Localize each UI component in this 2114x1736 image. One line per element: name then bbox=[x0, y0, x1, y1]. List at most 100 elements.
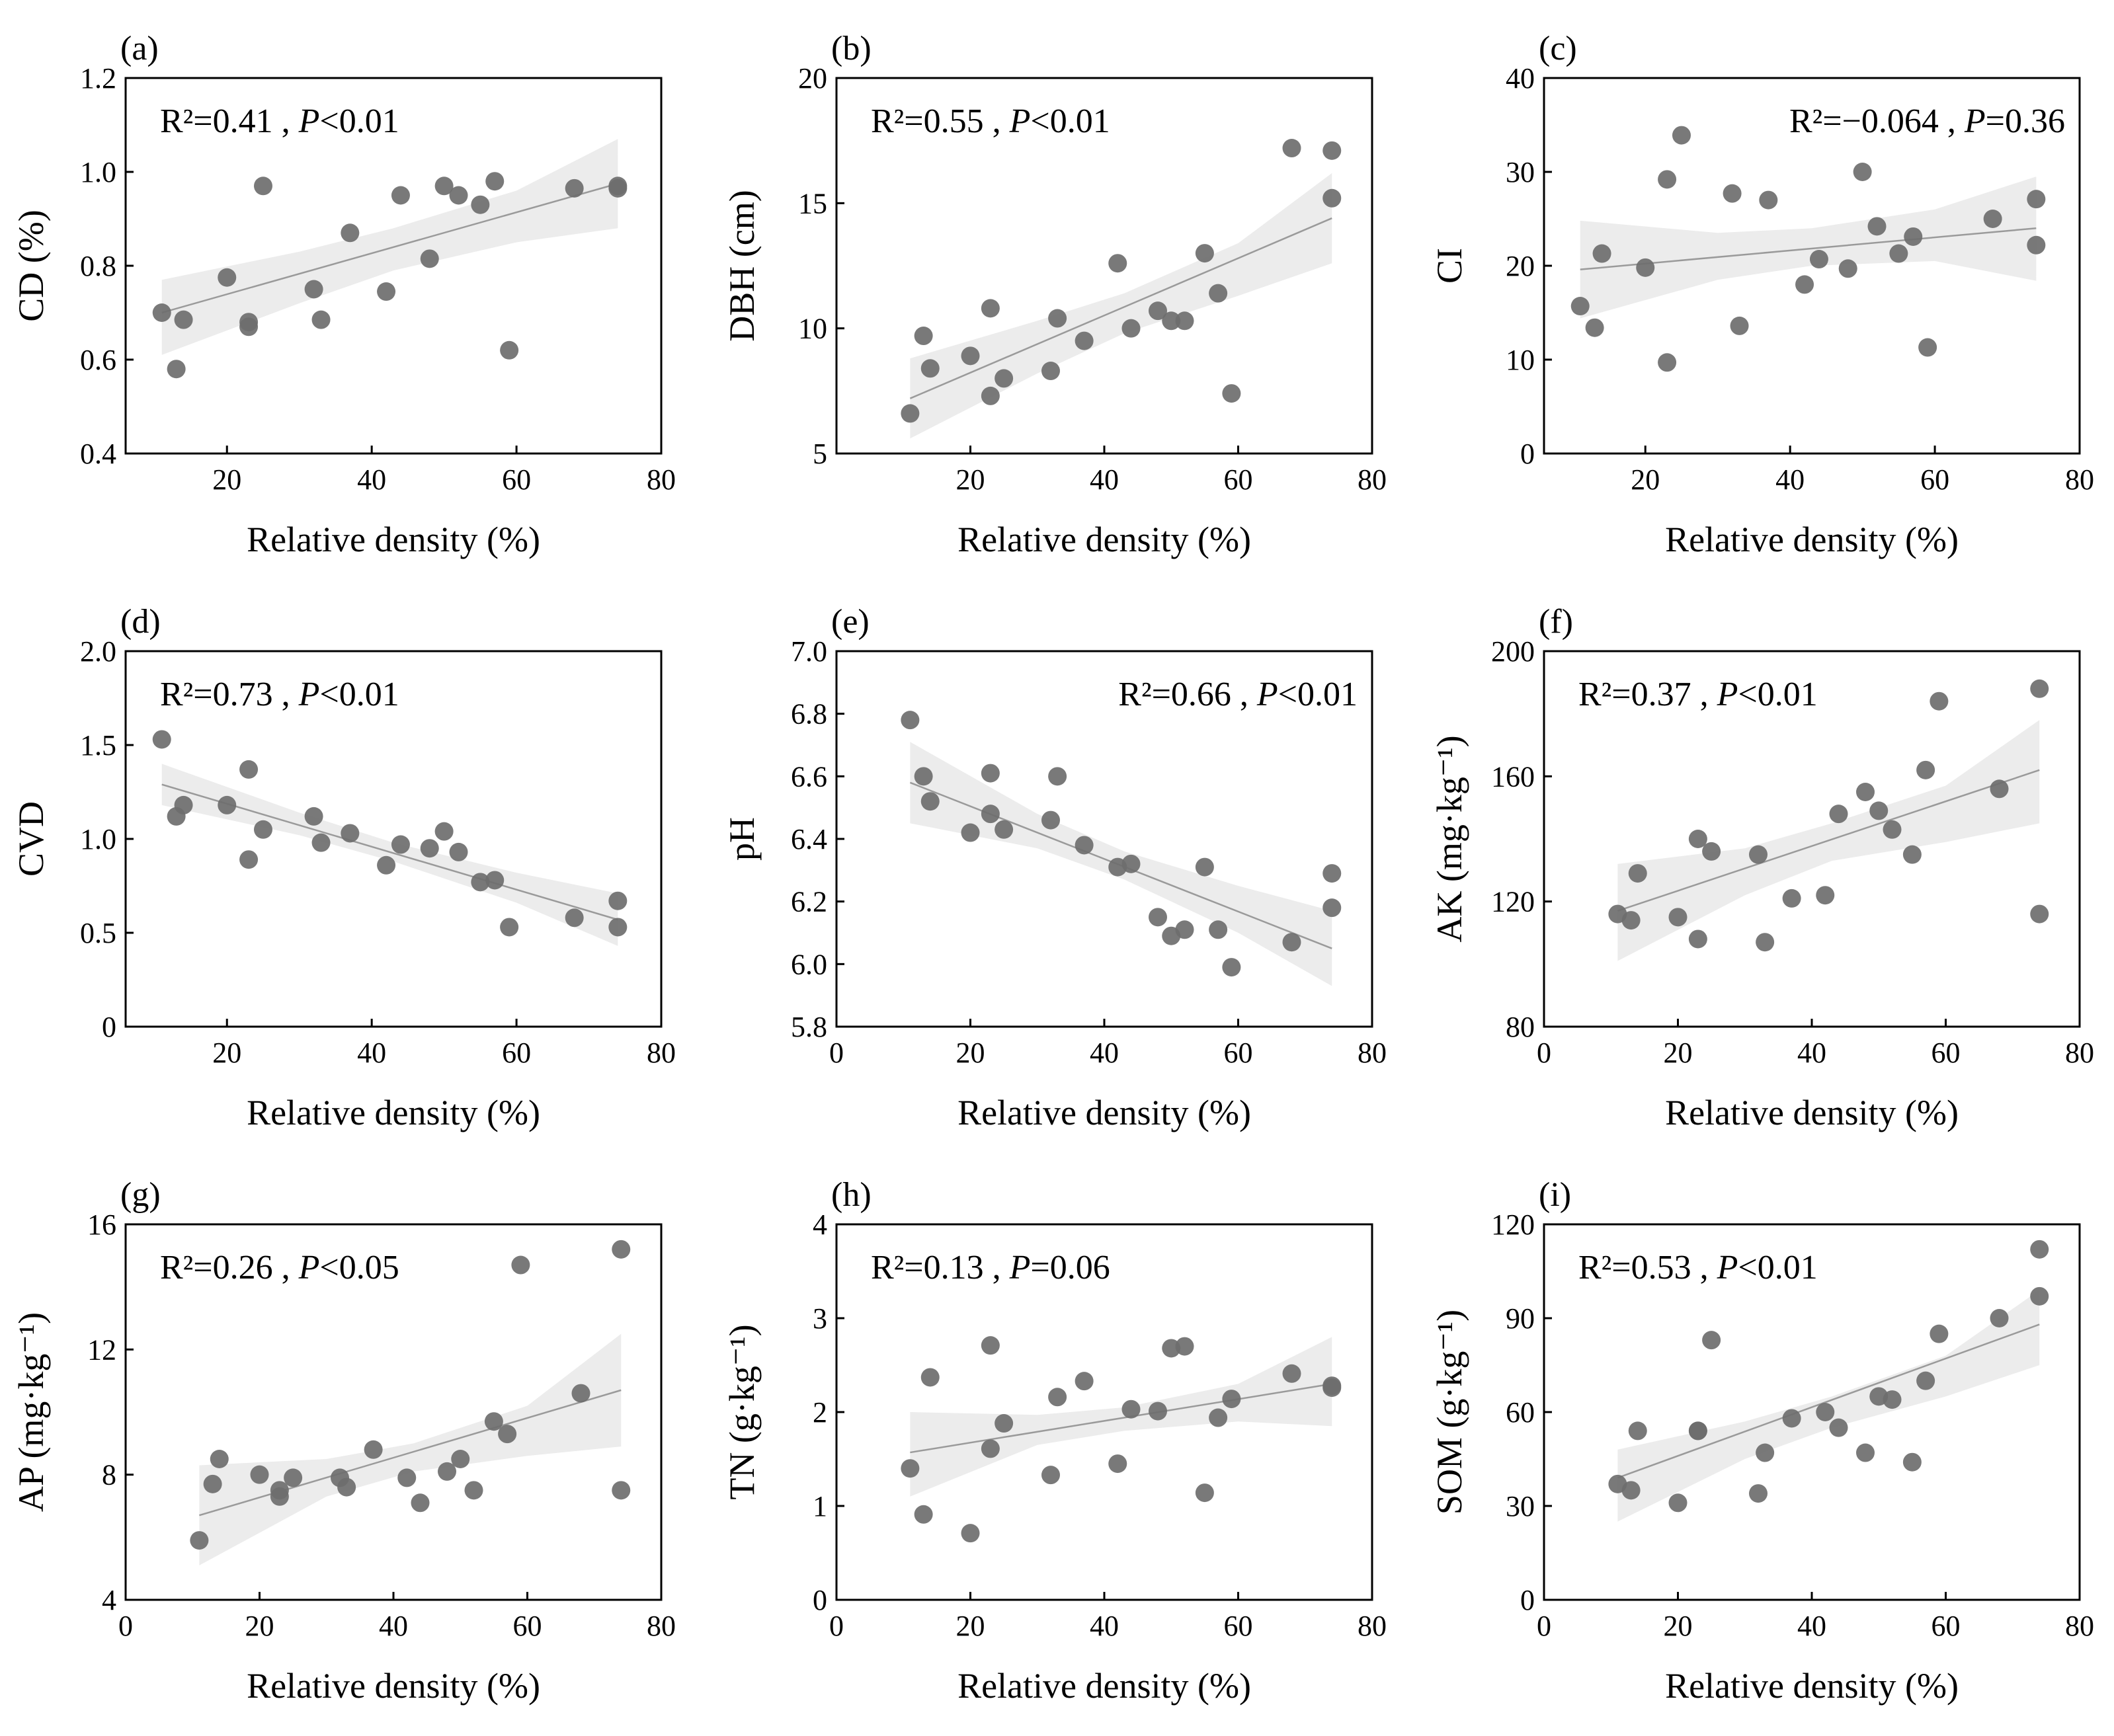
panel-label: (e) bbox=[831, 603, 870, 641]
data-point bbox=[1149, 908, 1167, 927]
x-tick-label: 20 bbox=[1631, 463, 1660, 496]
data-point bbox=[1918, 338, 1937, 357]
data-point bbox=[239, 760, 259, 779]
x-tick-label: 40 bbox=[1797, 1037, 1826, 1069]
y-tick-label: 0.5 bbox=[80, 917, 116, 949]
x-tick-label: 20 bbox=[956, 1610, 985, 1642]
y-axis-title: AP (mg·kg⁻¹) bbox=[11, 1312, 51, 1512]
data-point bbox=[1723, 184, 1742, 203]
panel-e: 0 20 40 60 80 5.8 6.0 6.2 6.4 6.6 6.8 7.0(e) Relativ… bbox=[722, 603, 1387, 1132]
stat-r2: R²=0.37 , bbox=[1578, 676, 1717, 713]
data-point bbox=[914, 767, 933, 786]
fit-line bbox=[1617, 1323, 2040, 1479]
data-point bbox=[420, 839, 439, 858]
panel-label: (d) bbox=[120, 603, 161, 641]
data-point bbox=[565, 178, 584, 198]
confidence-band bbox=[910, 1337, 1332, 1497]
x-tick-label: 60 bbox=[1224, 1037, 1253, 1069]
x-tick-label: 80 bbox=[2065, 1610, 2094, 1642]
data-point bbox=[434, 822, 454, 841]
y-tick-label: 0 bbox=[1520, 438, 1535, 470]
x-tick-label: 80 bbox=[647, 463, 676, 496]
data-point bbox=[920, 1368, 940, 1387]
fit-line bbox=[161, 783, 618, 921]
x-tick-label: 60 bbox=[1224, 1610, 1253, 1642]
data-point bbox=[2030, 1240, 2049, 1259]
data-point bbox=[1688, 1421, 1707, 1440]
stat-p-value: <0.01 bbox=[1738, 1249, 1817, 1286]
x-tick-label: 60 bbox=[502, 1037, 531, 1069]
panel-a: 20 40 60 80 0.4 0.6 0.8 1.0 1.2(a) Relative densi… bbox=[11, 30, 676, 559]
data-point bbox=[1149, 1401, 1167, 1421]
data-point bbox=[1668, 908, 1687, 927]
x-tick-label: 40 bbox=[1090, 1037, 1119, 1069]
data-point bbox=[471, 873, 490, 892]
y-tick-label: 90 bbox=[1506, 1302, 1535, 1335]
data-point bbox=[1195, 1483, 1214, 1503]
y-tick-label: 80 bbox=[1506, 1011, 1535, 1043]
y-tick-label: 120 bbox=[1491, 886, 1535, 918]
data-point bbox=[1759, 190, 1778, 210]
data-point bbox=[961, 823, 980, 842]
data-point bbox=[1222, 958, 1241, 977]
stat-annotation: R²=0.26 , P<0.05 bbox=[160, 1249, 399, 1286]
data-point bbox=[1902, 845, 1922, 864]
data-point bbox=[995, 820, 1014, 839]
stat-p-value: =0.06 bbox=[1030, 1249, 1110, 1286]
y-tick-label: 0.6 bbox=[80, 344, 116, 376]
data-point bbox=[420, 249, 439, 268]
data-point bbox=[1809, 250, 1828, 269]
data-point bbox=[203, 1474, 222, 1493]
data-point bbox=[1322, 141, 1342, 160]
x-axis-title: Relative density (%) bbox=[957, 520, 1251, 559]
data-point bbox=[981, 299, 1000, 318]
data-point bbox=[1322, 898, 1342, 918]
stat-annotation: R²=0.73 , P<0.01 bbox=[160, 676, 399, 713]
x-tick-label: 20 bbox=[956, 463, 985, 496]
panel-label: (b) bbox=[831, 30, 872, 67]
data-point bbox=[1883, 820, 1902, 839]
data-point bbox=[284, 1468, 303, 1487]
data-point bbox=[1795, 275, 1814, 294]
stat-p-value: <0.05 bbox=[319, 1249, 399, 1286]
y-tick-label: 2 bbox=[813, 1396, 827, 1429]
data-point bbox=[981, 1336, 1000, 1355]
data-point bbox=[1756, 1443, 1775, 1462]
y-tick-label: 1 bbox=[813, 1490, 827, 1522]
y-tick-label: 200 bbox=[1491, 635, 1535, 668]
panel-i: 0 20 40 60 80 0 30 60 90 120(i) Relative density (… bbox=[1430, 1176, 2094, 1706]
data-point bbox=[1668, 1493, 1687, 1513]
data-point bbox=[337, 1478, 356, 1497]
y-axis-title: AK (mg·kg⁻¹) bbox=[1430, 735, 1469, 942]
x-tick-label: 60 bbox=[502, 463, 531, 496]
x-axis-title: Relative density (%) bbox=[247, 520, 540, 559]
data-point bbox=[1829, 1418, 1848, 1437]
panel-f: 0 20 40 60 80 80 120 160 200(f) Relative density … bbox=[1430, 603, 2094, 1132]
data-point bbox=[1322, 864, 1342, 883]
x-axis-title: Relative density (%) bbox=[957, 1093, 1251, 1132]
y-tick-label: 5.8 bbox=[791, 1011, 827, 1043]
data-point bbox=[920, 792, 940, 811]
data-point bbox=[901, 711, 920, 730]
y-tick-label: 0 bbox=[1520, 1584, 1535, 1616]
data-point bbox=[901, 1459, 920, 1478]
data-point bbox=[485, 172, 505, 191]
panel-label: (f) bbox=[1539, 603, 1573, 641]
data-point bbox=[250, 1465, 269, 1484]
data-point bbox=[304, 807, 323, 826]
data-point bbox=[1990, 1309, 2009, 1327]
y-axis-title: CI bbox=[1430, 248, 1469, 284]
data-point bbox=[608, 891, 628, 910]
stat-p-symbol: P bbox=[298, 102, 320, 140]
y-axis-title: SOM (g·kg⁻¹) bbox=[1430, 1310, 1469, 1515]
data-point bbox=[485, 871, 505, 890]
y-tick-label: 20 bbox=[798, 62, 827, 95]
x-tick-label: 40 bbox=[1090, 463, 1119, 496]
data-point bbox=[2027, 190, 2046, 209]
x-tick-label: 40 bbox=[357, 1037, 386, 1069]
data-point bbox=[270, 1487, 289, 1506]
data-point bbox=[901, 404, 920, 423]
x-tick-label: 60 bbox=[1931, 1037, 1961, 1069]
panel-g: 0 20 40 60 80 4 8 12 16(g) Relative density (%) AP… bbox=[11, 1176, 676, 1706]
y-axis-title: CD (%) bbox=[11, 210, 51, 321]
